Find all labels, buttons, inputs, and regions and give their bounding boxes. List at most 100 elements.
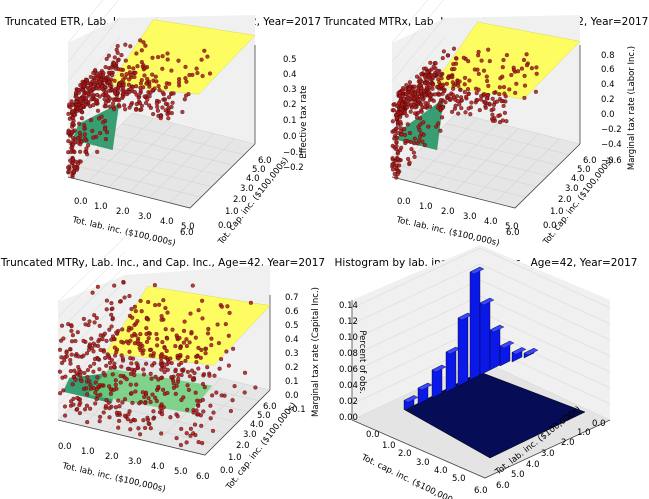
data-point	[142, 65, 147, 71]
data-point	[451, 61, 456, 67]
data-point	[203, 346, 208, 351]
data-point	[201, 372, 207, 377]
mtry-zlabel: Marginal tax rate (Capital Inc.)	[311, 287, 321, 417]
data-point	[399, 132, 404, 137]
axis-floor-edge	[351, 419, 611, 479]
data-point	[479, 58, 484, 63]
data-point	[223, 322, 228, 327]
mtry-xtick: 0.0	[58, 442, 72, 452]
etr-ytick: 6.0	[258, 156, 272, 166]
data-point	[80, 88, 85, 93]
data-point	[498, 76, 503, 81]
data-point	[141, 418, 146, 423]
data-point	[159, 367, 164, 372]
data-point	[109, 324, 114, 329]
data-point	[196, 366, 201, 371]
mtry-ztick: 0.3	[285, 349, 299, 359]
data-point	[120, 327, 125, 332]
data-point	[135, 365, 140, 370]
data-point	[111, 364, 117, 369]
data-point	[139, 309, 144, 314]
data-point	[82, 122, 87, 128]
data-point	[230, 398, 235, 403]
data-point	[163, 101, 168, 106]
data-point	[431, 98, 436, 103]
data-point	[430, 82, 435, 87]
data-point	[182, 97, 187, 102]
mtry-ytick: 5.0	[257, 411, 271, 421]
data-point	[98, 131, 103, 136]
data-point	[159, 431, 164, 436]
data-point	[89, 336, 94, 341]
data-point	[132, 304, 137, 309]
data-point	[91, 369, 96, 374]
data-point	[138, 432, 143, 437]
data-point	[70, 121, 75, 126]
data-point	[185, 383, 190, 388]
data-point	[206, 326, 211, 332]
data-point	[157, 87, 162, 93]
mtry-ytick: 0.0	[220, 466, 234, 476]
data-point	[216, 341, 221, 346]
data-point	[417, 127, 422, 132]
data-point	[411, 96, 417, 101]
data-point	[112, 283, 117, 288]
data-point	[459, 105, 464, 111]
data-point	[207, 71, 213, 76]
hist-ytick: 2.0	[561, 438, 575, 448]
data-point	[193, 335, 198, 340]
data-point	[74, 99, 79, 104]
data-point	[110, 372, 115, 377]
data-point	[77, 367, 82, 373]
data-point	[390, 119, 395, 124]
data-point	[183, 93, 189, 98]
data-point	[112, 55, 117, 60]
data-point	[395, 150, 401, 155]
data-point	[161, 387, 166, 392]
etr-ytick: 3.0	[240, 184, 254, 194]
data-point	[478, 97, 484, 102]
data-point	[521, 57, 527, 63]
data-point	[158, 405, 163, 410]
data-point	[82, 370, 87, 376]
data-point	[94, 315, 99, 321]
data-point	[85, 91, 90, 96]
data-point	[132, 373, 137, 378]
data-point	[224, 349, 229, 354]
data-point	[68, 357, 73, 363]
data-point	[184, 337, 189, 342]
data-point	[113, 405, 118, 410]
data-point	[134, 107, 139, 112]
data-point	[439, 76, 444, 81]
data-point	[159, 317, 164, 322]
data-point	[162, 97, 167, 102]
data-point	[82, 132, 87, 137]
mtry-ytick: 6.0	[263, 402, 277, 412]
data-point	[77, 130, 82, 135]
data-point	[253, 385, 258, 390]
data-point	[129, 361, 134, 366]
data-point	[165, 57, 170, 62]
hist-xtick: 6.0	[474, 486, 488, 496]
data-point	[163, 85, 168, 90]
data-point	[78, 105, 83, 110]
data-point	[166, 116, 171, 121]
data-point	[104, 130, 110, 135]
data-point	[144, 316, 149, 321]
data-point	[184, 431, 189, 436]
data-point	[438, 97, 444, 103]
data-point	[185, 369, 190, 374]
data-point	[144, 331, 149, 337]
data-point	[454, 56, 459, 61]
data-point	[200, 441, 205, 446]
data-point	[411, 86, 416, 92]
data-point	[464, 94, 469, 99]
data-point	[88, 117, 94, 123]
data-point	[154, 101, 159, 106]
etr-ztick: 0.0	[283, 132, 297, 142]
data-point	[69, 129, 74, 134]
data-point	[102, 331, 107, 336]
data-point	[149, 376, 154, 381]
data-point	[107, 406, 112, 411]
data-point	[145, 415, 150, 420]
